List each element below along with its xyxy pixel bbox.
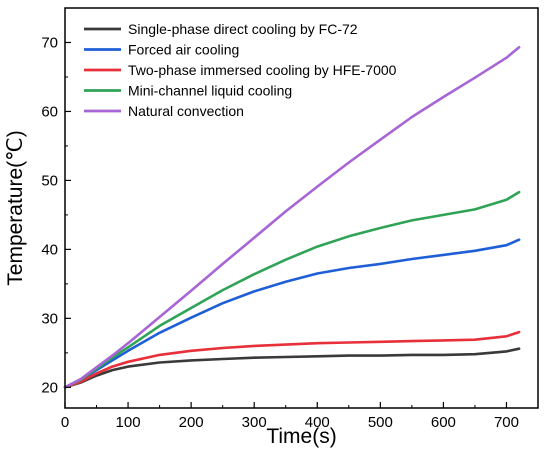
series-line-2 [63,238,521,389]
x-tick-label: 500 [368,414,393,431]
legend: Single-phase direct cooling by FC-72 Forc… [84,21,397,119]
legend-label: Two-phase immersed cooling by HFE-7000 [128,62,397,78]
tick-labels: 0 100 200 300 400 500 600 700 20 30 40 50 60 70 [41,34,519,431]
legend-label: Mini-channel liquid cooling [128,83,292,99]
y-tick-label: 70 [41,34,58,51]
series-line-4 [63,190,521,389]
x-tick-label: 400 [305,414,330,431]
legend-label: Single-phase direct cooling by FC-72 [128,21,358,37]
y-tick-label: 30 [41,310,58,327]
x-tick-label: 600 [431,414,456,431]
series-line-3 [63,330,521,389]
y-tick-label: 20 [41,379,58,396]
y-axis-title: Temperature(℃) [4,130,27,285]
y-tick-label: 60 [41,103,58,120]
x-axis-title: Time(s) [266,425,336,448]
series-line-5 [63,45,521,389]
x-tick-label: 0 [61,414,69,431]
legend-label: Natural convection [128,103,244,119]
x-tick-label: 100 [116,414,141,431]
y-tick-label: 40 [41,241,58,258]
plot-frame [64,7,539,409]
series-line-1 [63,347,521,389]
x-tick-label: 300 [242,414,267,431]
legend-label: Forced air cooling [128,42,239,58]
y-tick-label: 50 [41,172,58,189]
series-lines [63,45,521,389]
x-tick-label: 700 [494,414,519,431]
x-tick-label: 200 [179,414,204,431]
axis-ticks [64,41,508,408]
